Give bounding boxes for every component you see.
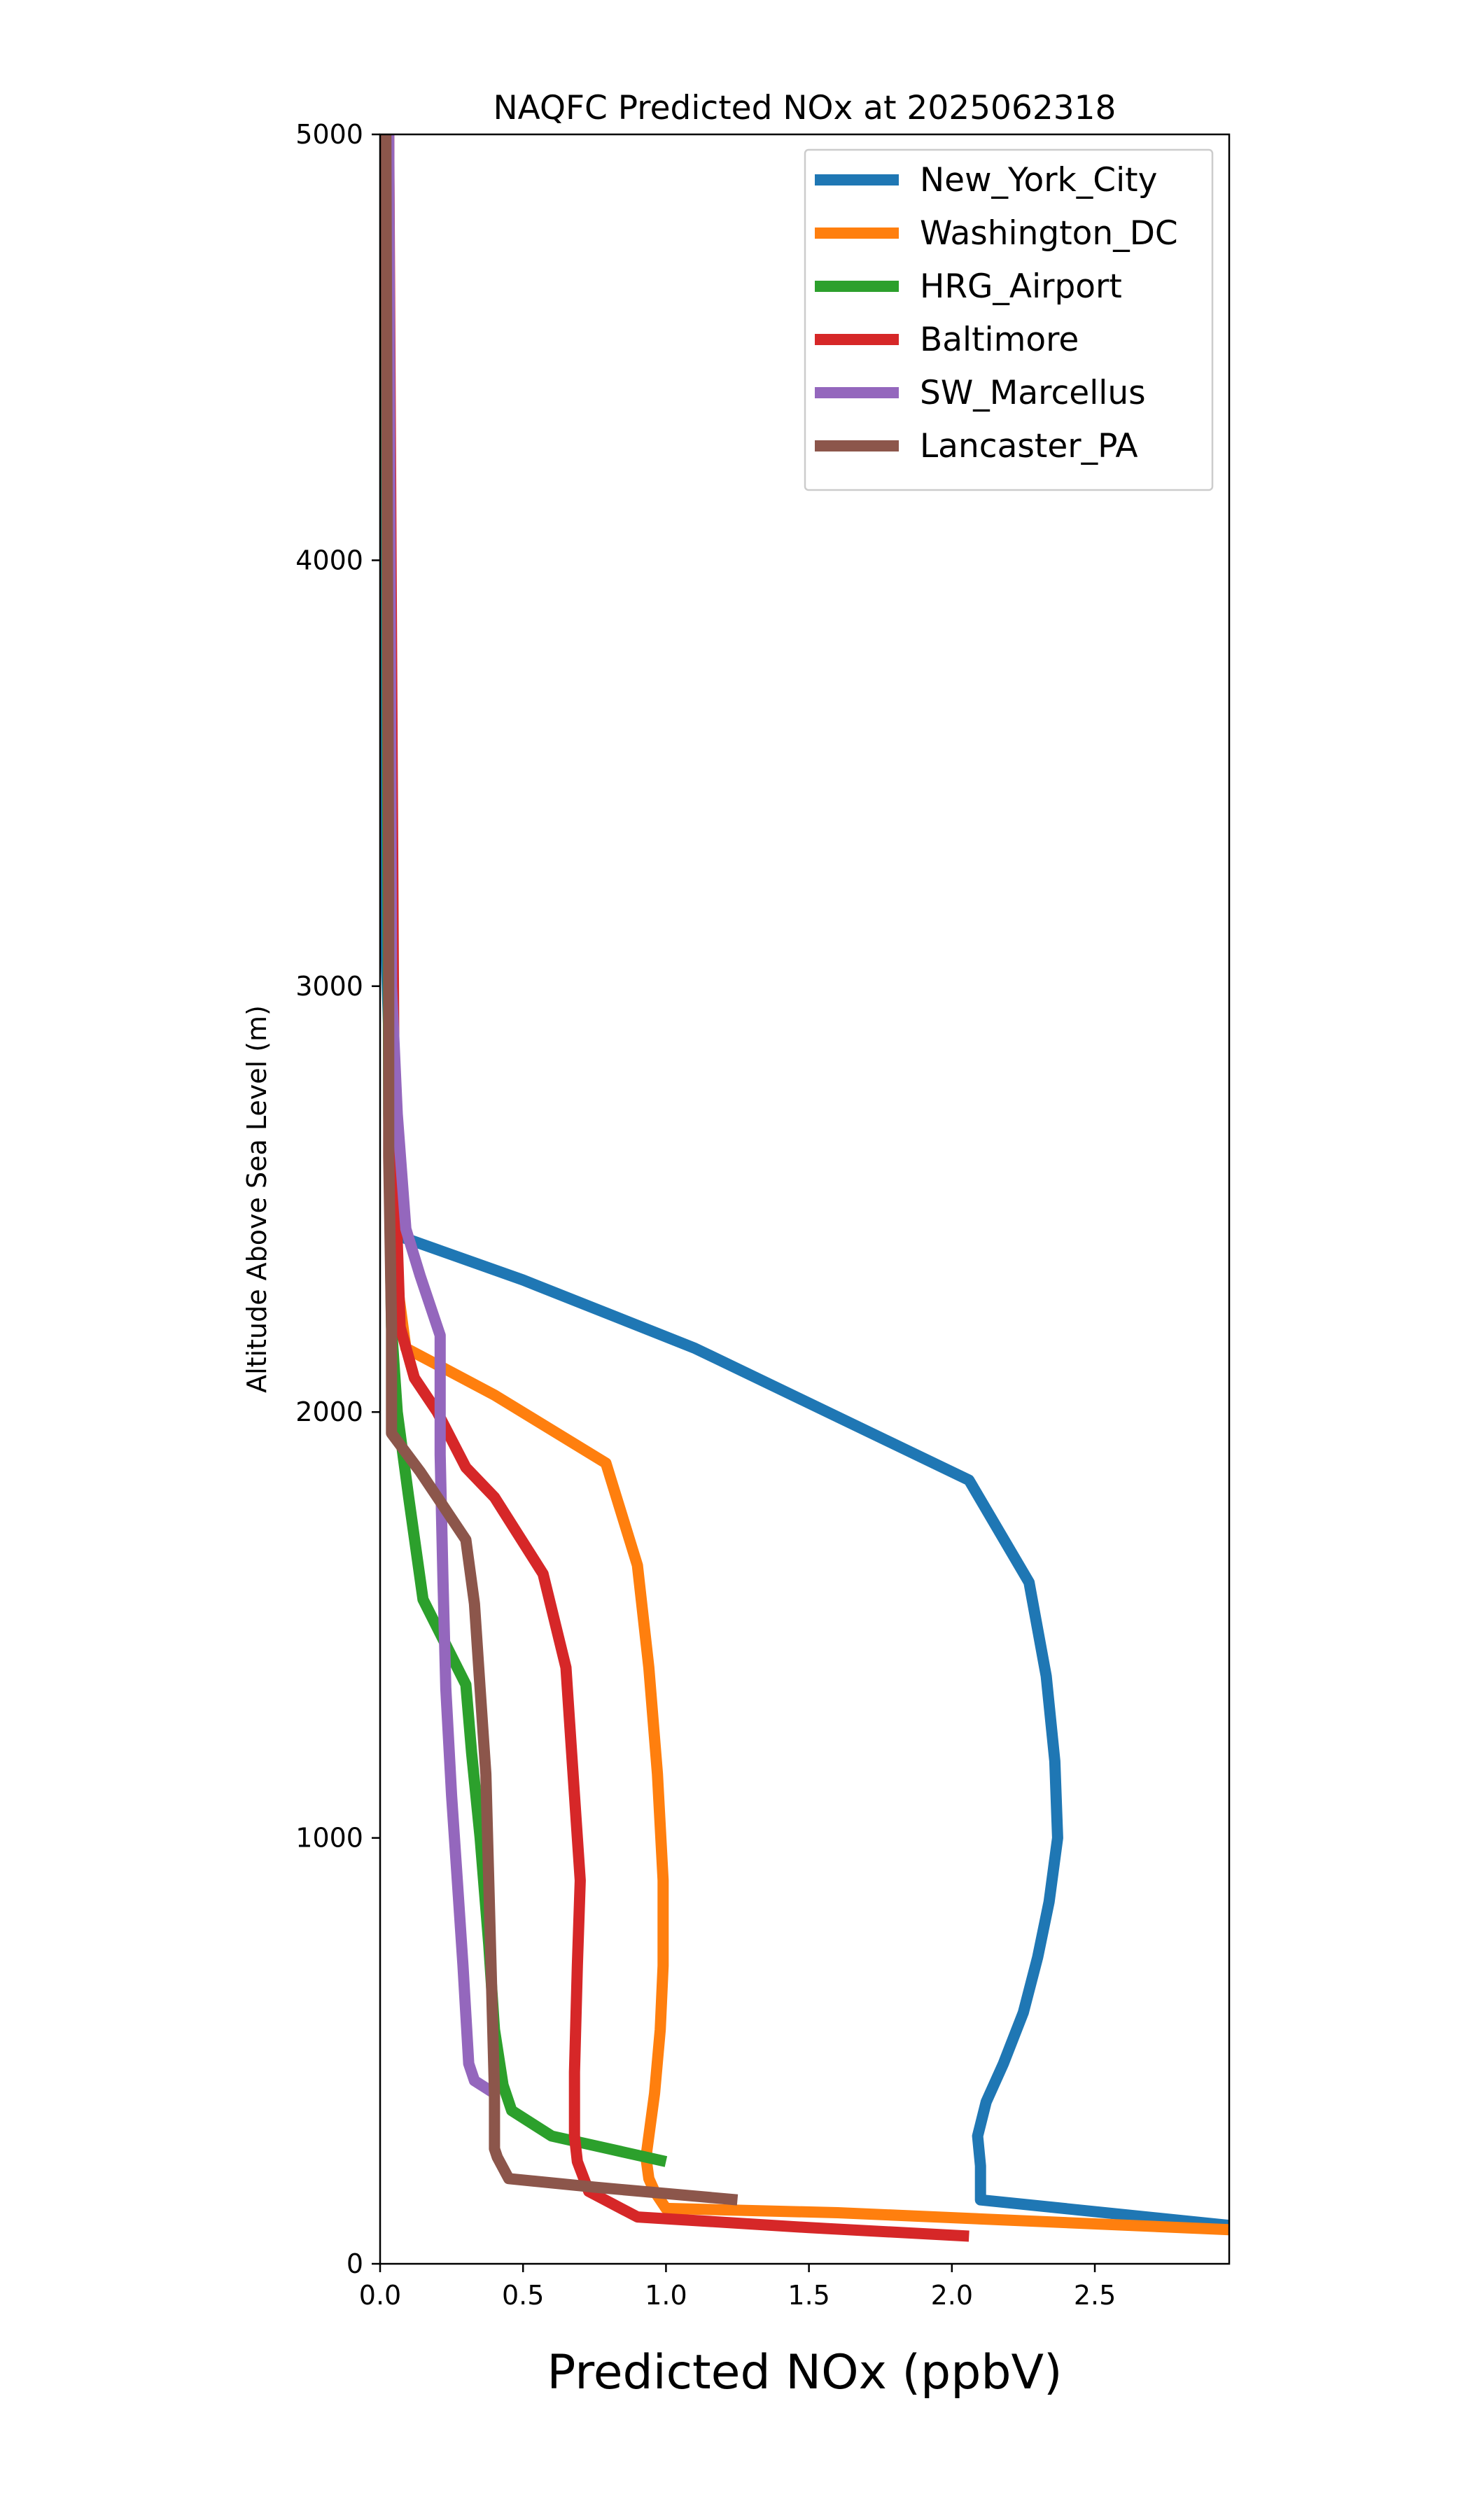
legend-label: HRG_Airport (920, 267, 1122, 306)
x-tick-label: 2.0 (931, 2280, 973, 2311)
legend-label: Baltimore (920, 321, 1079, 359)
legend-label: New_York_City (920, 161, 1157, 200)
legend-label: SW_Marcellus (920, 374, 1146, 412)
legend-box (804, 148, 1214, 491)
x-tick-label: 0.0 (359, 2280, 401, 2311)
axes-frame (379, 133, 1231, 2265)
chart-title: NAQFC Predicted NOx at 2025062318 (493, 89, 1116, 127)
y-tick-label: 5000 (295, 119, 363, 150)
legend-entries: New_York_City Washington_DC HRG_Airport Bal… (815, 161, 1178, 465)
legend-label: Lancaster_PA (920, 427, 1138, 465)
y-tick-label: 4000 (295, 545, 363, 575)
series-layer (380, 134, 1229, 2242)
x-axis-label: Predicted NOx (ppbV) (547, 2345, 1062, 2400)
ticks-layer: 0.0 0.5 1.0 1.5 2.0 2.5 0 1000 2000 3000 4000 5000 (295, 119, 1116, 2311)
y-tick-label: 3000 (295, 971, 363, 1002)
y-tick-label: 1000 (295, 1823, 363, 1854)
y-tick-label: 2000 (295, 1396, 363, 1427)
x-tick-label: 0.5 (502, 2280, 544, 2311)
x-tick-label: 1.0 (645, 2280, 687, 2311)
y-axis-label: Altitude Above Sea Level (m) (241, 1005, 272, 1393)
legend-label: Washington_DC (920, 214, 1178, 253)
series-line-lancaster-pa (380, 134, 738, 2206)
x-tick-label: 1.5 (788, 2280, 830, 2311)
x-tick-label: 2.5 (1074, 2280, 1116, 2311)
y-tick-label: 0 (346, 2248, 363, 2279)
series-line-new-york-city (380, 134, 1229, 2232)
series-line-sw-marcellus (383, 134, 498, 2099)
legend: New_York_City Washington_DC HRG_Airport Bal… (804, 148, 1214, 491)
